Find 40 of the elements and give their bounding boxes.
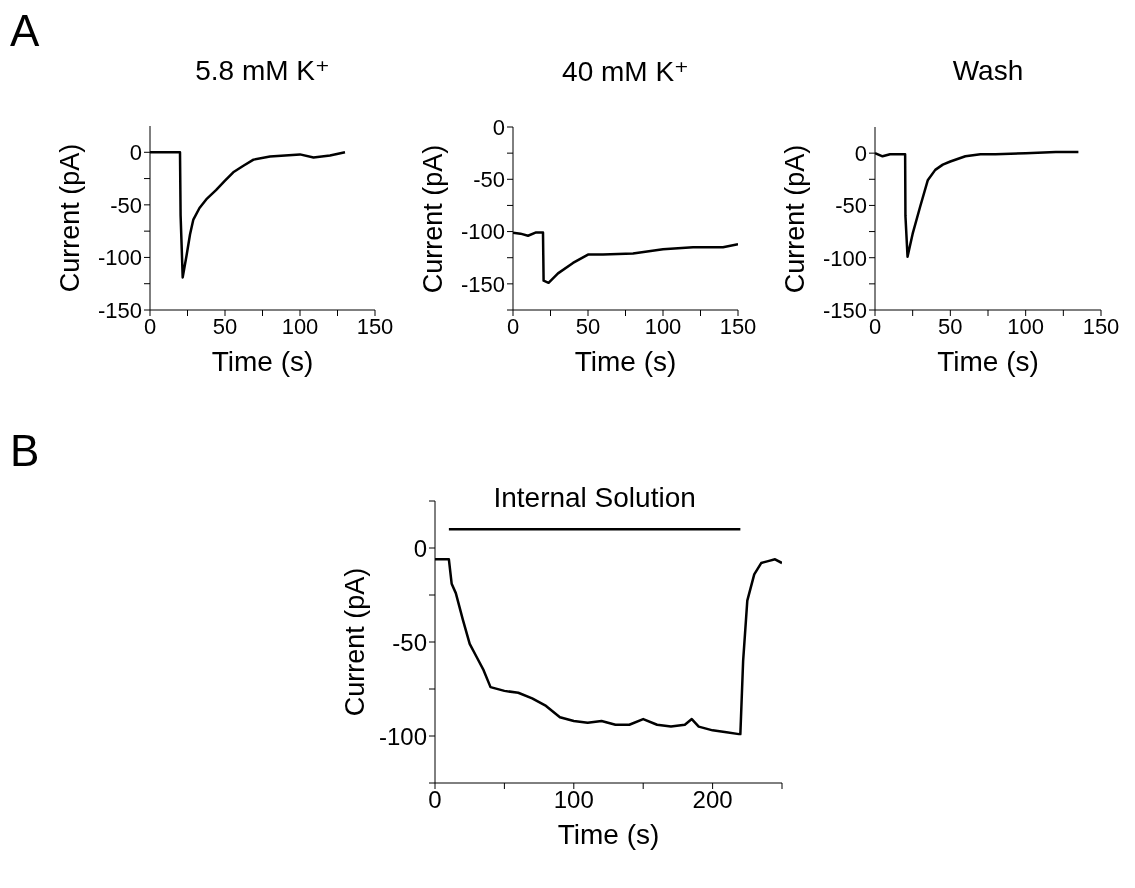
x-axis-title: Time (s) xyxy=(573,346,678,378)
x-tick-label: 100 xyxy=(644,313,682,339)
y-tick-label: -100 xyxy=(460,219,505,245)
y-tick-label: -50 xyxy=(392,628,427,656)
y-tick-label: -150 xyxy=(460,271,505,297)
y-axis-title: Current (pA) xyxy=(54,142,86,295)
y-tick-label: -100 xyxy=(378,722,427,750)
y-tick-label: -100 xyxy=(97,245,142,271)
y-tick-label: -150 xyxy=(97,297,142,323)
y-axis-title: Current (pA) xyxy=(417,143,449,295)
y-axis-title: Current (pA) xyxy=(339,566,371,719)
chart-title: 5.8 mM K⁺ xyxy=(194,54,331,87)
x-tick-label: 50 xyxy=(575,313,601,339)
x-tick-label: 200 xyxy=(692,786,733,814)
annotation: Internal Solution xyxy=(493,482,696,514)
y-axis-title: Current (pA) xyxy=(779,143,811,295)
x-tick-label: 100 xyxy=(281,313,319,339)
chart-title: Wash xyxy=(951,55,1025,87)
y-tick-label: -50 xyxy=(473,167,505,193)
x-tick-label: 100 xyxy=(1007,313,1045,339)
text: A xyxy=(10,6,40,56)
x-tick-label: 150 xyxy=(1082,313,1120,339)
x-axis-title: Time (s) xyxy=(210,346,315,378)
x-axis-title: Time (s) xyxy=(936,346,1040,378)
y-tick-label: 0 xyxy=(854,140,867,166)
chart-title: 40 mM K⁺ xyxy=(561,55,690,88)
y-tick-label: -50 xyxy=(110,192,142,218)
x-tick-label: 50 xyxy=(212,313,238,339)
x-axis-title: Time (s) xyxy=(556,819,661,851)
y-tick-label: 0 xyxy=(129,140,142,166)
text: B xyxy=(10,426,40,476)
x-tick-label: 150 xyxy=(719,313,757,339)
y-tick-label: -50 xyxy=(835,193,867,219)
y-tick-label: 0 xyxy=(413,534,427,562)
y-tick-label: 0 xyxy=(492,114,505,140)
x-tick-label: 50 xyxy=(938,313,963,339)
x-tick-label: 100 xyxy=(553,786,594,814)
y-tick-label: -100 xyxy=(822,245,867,271)
x-tick-label: 150 xyxy=(356,313,394,339)
y-tick-label: -150 xyxy=(822,297,867,323)
